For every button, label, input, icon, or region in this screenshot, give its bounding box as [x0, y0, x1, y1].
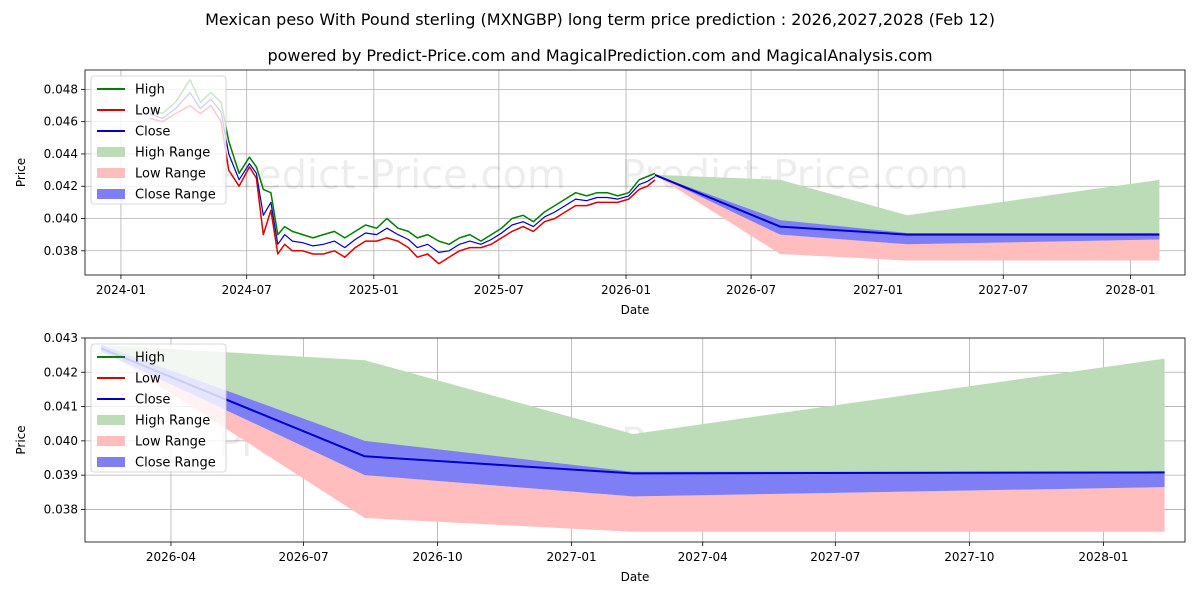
legend-label: Close Range — [135, 188, 216, 203]
legend-swatch-patch — [97, 436, 125, 446]
axes-frame — [84, 337, 1186, 543]
legend: High Low Close High Range Low Range Close Ran… — [90, 343, 227, 473]
x-tick-label: 2028-01 — [1105, 283, 1155, 297]
axes-frame — [84, 69, 1186, 276]
y-axis-label: Price — [14, 158, 28, 187]
legend-label: Low Range — [135, 435, 206, 450]
watermark: Predict-Price.com — [218, 153, 566, 199]
legend-swatch-patch — [97, 457, 125, 467]
x-tick-label: 2026-07 — [278, 550, 328, 564]
panel-2: Predict-Price.comPredict-Price.com2026-0… — [14, 331, 1186, 584]
x-tick-label: 2027-07 — [810, 550, 860, 564]
y-tick-label: 0.048 — [44, 82, 78, 96]
x-tick-label: 2026-10 — [413, 550, 463, 564]
chart-title: Mexican peso With Pound sterling (MXNGBP… — [205, 10, 995, 29]
legend-label: High Range — [135, 146, 210, 161]
y-tick-label: 0.043 — [44, 331, 78, 345]
y-tick-label: 0.040 — [44, 434, 78, 448]
x-tick-label: 2027-10 — [944, 550, 994, 564]
y-tick-label: 0.041 — [44, 400, 78, 414]
x-tick-label: 2027-07 — [978, 283, 1028, 297]
y-tick-label: 0.040 — [44, 212, 78, 226]
x-tick-label: 2027-01 — [853, 283, 903, 297]
x-tick-label: 2026-01 — [601, 283, 651, 297]
y-tick-label: 0.038 — [44, 502, 78, 516]
x-tick-label: 2026-04 — [146, 550, 196, 564]
forecast-close-line — [100, 347, 1165, 475]
x-axis-label: Date — [621, 570, 650, 584]
close-range-band — [101, 344, 1165, 497]
x-tick-label: 2026-07 — [726, 283, 776, 297]
legend-label: High — [135, 83, 165, 98]
panel-1: Predict-Price.com Predict-Price.com2024-0… — [14, 69, 1186, 317]
high-series-line — [149, 78, 656, 246]
chart-subtitle: powered by Predict-Price.com and Magical… — [267, 46, 933, 65]
x-axis-label: Date — [621, 303, 650, 317]
x-tick-label: 2028-01 — [1078, 550, 1128, 564]
x-tick-label: 2025-07 — [474, 283, 524, 297]
legend-label: Close Range — [135, 456, 216, 471]
legend-swatch-patch — [97, 189, 125, 199]
y-tick-label: 0.038 — [44, 244, 78, 258]
legend-label: Low — [135, 372, 161, 387]
close-series-line — [149, 91, 656, 253]
y-tick-label: 0.042 — [44, 179, 78, 193]
x-tick-label: 2027-04 — [678, 550, 728, 564]
x-tick-label: 2027-01 — [547, 550, 597, 564]
legend-label: High Range — [135, 414, 210, 429]
legend-label: Low — [135, 104, 161, 119]
low-range-band — [101, 348, 1165, 532]
plot-area — [100, 344, 1165, 532]
forecast-close-line — [654, 173, 1160, 236]
low-series-line — [149, 104, 656, 265]
x-tick-label: 2024-07 — [222, 283, 272, 297]
plot-area — [149, 78, 1160, 265]
legend-label: Low Range — [135, 167, 206, 182]
y-tick-label: 0.039 — [44, 468, 78, 482]
legend-swatch-patch — [97, 415, 125, 425]
legend-swatch-patch — [97, 168, 125, 178]
y-tick-label: 0.046 — [44, 115, 78, 129]
legend: High Low Close High Range Low Range Close Ran… — [90, 75, 227, 205]
legend-label: Close — [135, 393, 170, 408]
low-range-band — [655, 174, 1160, 261]
legend-label: High — [135, 351, 165, 366]
y-axis-label: Price — [14, 425, 28, 454]
y-tick-label: 0.042 — [44, 365, 78, 379]
legend-label: Close — [135, 125, 170, 140]
x-tick-label: 2025-01 — [349, 283, 399, 297]
legend-swatch-patch — [97, 147, 125, 157]
x-tick-label: 2024-01 — [96, 283, 146, 297]
y-tick-label: 0.044 — [44, 147, 78, 161]
